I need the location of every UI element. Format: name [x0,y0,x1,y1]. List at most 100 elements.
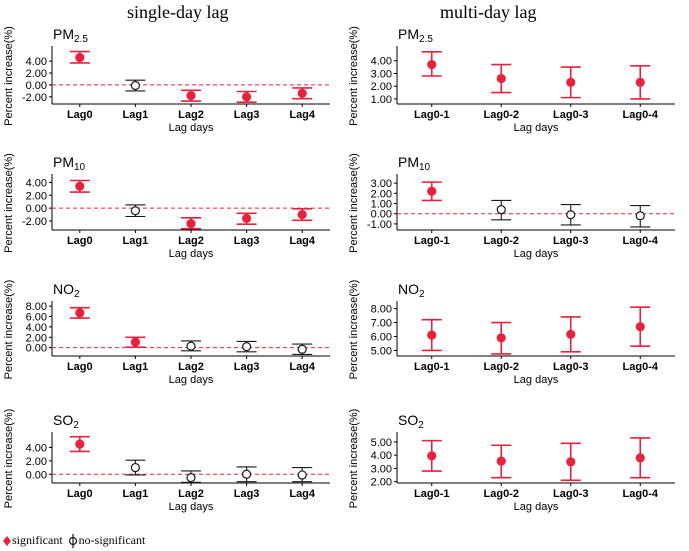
pm10-multi-point-nonsignificant [635,211,645,221]
pm25-multi-point-significant [427,59,437,70]
so2-single-x-tick-label: Lag2 [178,488,204,500]
pm25-single-x-tick-label: Lag0 [67,109,93,121]
significant-legend-marker [3,535,11,546]
so2-single-x-tick-label: Lag1 [123,488,149,500]
no2-single-x-tick-label: Lag2 [178,361,204,373]
so2-single-point-nonsignificant [242,469,252,479]
no2-single-x-tick-label: Lag3 [234,361,260,373]
pm10-single-x-tick-label: Lag3 [234,235,260,247]
pm10-multi-x-tick-label: Lag0-3 [553,235,588,247]
no2-single-y-tick-label: 0.00 [26,343,47,355]
no2-single-y-tick-label: 4.00 [26,322,47,334]
no2-single-point-nonsignificant [186,341,196,351]
pm10-single-point-significant [186,218,196,229]
left-column-title: single-day lag [127,2,229,22]
pm25-multi-x-tick-label: Lag0-3 [553,109,588,121]
pm25-single-y-tick-label: 0.00 [26,80,47,92]
pm25-single-point-nonsignificant [130,80,140,91]
pm10-multi-y-tick-label: -1.00 [367,219,392,231]
pm25-multi-y-tick-label: 2.00 [371,81,392,93]
no2-single-x-tick-label: Lag1 [123,361,149,373]
pm25-multi-x-axis-label: Lag days [514,122,559,134]
pm25-single-y-tick-label: 4.00 [26,56,47,68]
pm25-single-x-tick-label: Lag3 [234,109,260,121]
pm10-multi-x-axis-label: Lag days [514,248,559,260]
pm10-multi-point-nonsignificant [496,205,506,215]
so2-single-point-significant [75,439,85,449]
no2-multi-x-tick-label: Lag0-1 [414,361,449,373]
pm25-multi-x-tick-label: Lag0-4 [623,109,659,121]
pm10-single-y-tick-label: 0.00 [26,203,47,215]
so2-single-panel-title: SO2 [53,412,79,431]
pm25-single-x-axis-label: Lag days [169,122,214,134]
pm25-multi-x-tick-label: Lag0-2 [484,109,519,121]
no2-multi-x-tick-label: Lag0-4 [623,361,659,373]
pm25-multi-x-tick-label: Lag0-1 [414,109,449,121]
pm25-single-panel-title: PM2.5 [53,26,88,45]
so2-single-y-tick-label: 0.00 [26,469,47,481]
pm25-multi-point-significant [635,77,645,87]
no2-single-y-tick-label: 2.00 [26,332,47,344]
no2-single-x-tick-label: Lag4 [289,361,316,373]
so2-multi-x-tick-label: Lag0-4 [623,488,659,500]
no2-single-point-nonsignificant [242,342,252,352]
pm25-single-point-significant [297,88,307,98]
pm25-multi-point-significant [566,77,576,87]
legend: significant no-significant [2,533,149,548]
pm10-multi-point-significant [427,186,437,196]
so2-multi-y-tick-label: 3.00 [371,463,392,475]
pm25-single-x-tick-label: Lag2 [178,109,204,121]
pm10-multi-y-tick-label: 2.00 [371,188,392,200]
pm10-single-point-significant [297,209,307,220]
no2-multi-y-tick-label: 8.00 [371,304,392,316]
so2-multi-point-significant [635,453,645,463]
pm10-multi-y-tick-label: 1.00 [371,199,392,211]
pm25-multi-y-tick-label: 4.00 [371,56,392,68]
pm10-multi-x-tick-label: Lag0-1 [414,235,449,247]
legend-nonsignificant-label: no-significant [78,533,146,547]
so2-multi-y-tick-label: 2.00 [371,477,392,489]
pm25-single-point-significant [75,52,85,63]
pm10-single-point-nonsignificant [130,206,140,216]
pm25-multi-y-tick-label: 3.00 [371,68,392,80]
so2-multi-x-tick-label: Lag0-3 [553,488,588,500]
no2-multi-x-tick-label: Lag0-3 [553,361,588,373]
so2-single-point-nonsignificant [186,473,196,483]
so2-multi-y-tick-label: 5.00 [371,437,392,449]
so2-single-x-tick-label: Lag0 [67,488,93,500]
pm10-multi-x-tick-label: Lag0-4 [623,235,659,247]
so2-multi-y-tick-label: 4.00 [371,450,392,462]
right-column-title: multi-day lag [440,2,537,22]
so2-single-y-tick-label: 4.00 [26,442,47,454]
nonsignificant-legend-marker [68,533,77,548]
pm25-single-y-tick-label: -2.00 [22,92,47,104]
pm25-multi-y-tick-label: 1.00 [371,94,392,106]
no2-multi-y-tick-label: 6.00 [371,331,392,343]
pm10-single-panel-title: PM10 [53,154,86,173]
pm25-multi-point-significant [496,73,506,84]
pm25-single-y-tick-label: 2.00 [26,68,47,80]
no2-multi-x-axis-label: Lag days [514,374,559,386]
pm25-multi-panel-title: PM2.5 [398,26,433,45]
so2-multi-y-axis-label: Percent increase(%) [348,409,360,509]
no2-single-panel-title: NO2 [53,281,80,300]
no2-multi-point-significant [635,322,645,332]
pm10-single-x-tick-label: Lag0 [67,235,93,247]
pm10-single-point-significant [242,213,252,224]
pm25-single-point-significant [186,91,196,101]
so2-multi-point-significant [566,457,576,467]
no2-multi-y-axis-label: Percent increase(%) [348,280,360,380]
pm25-single-x-tick-label: Lag1 [123,109,149,121]
pm10-single-y-axis-label: Percent increase(%) [3,153,15,253]
so2-single-x-tick-label: Lag4 [289,488,316,500]
no2-multi-point-significant [496,333,506,343]
no2-multi-y-tick-label: 5.00 [371,345,392,357]
pm10-multi-panel-title: PM10 [398,154,431,173]
pm10-multi-point-nonsignificant [566,210,576,220]
pm10-single-y-tick-label: -2.00 [22,216,47,228]
pm10-single-x-tick-label: Lag4 [289,235,316,247]
no2-multi-point-significant [427,330,437,340]
so2-multi-x-tick-label: Lag0-2 [484,488,519,500]
so2-single-y-tick-label: 2.00 [26,456,47,468]
